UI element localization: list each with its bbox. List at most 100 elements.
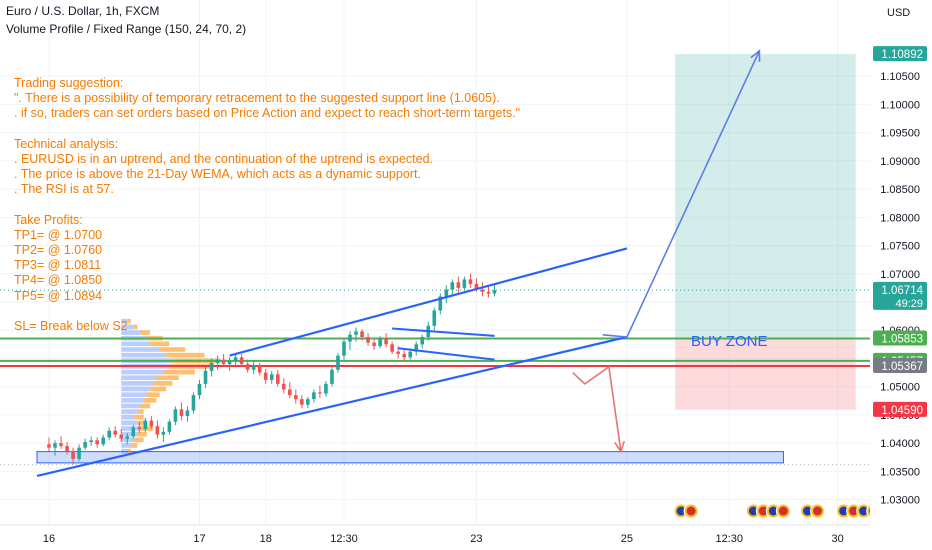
price-label-box — [873, 401, 927, 417]
candle-body — [65, 445, 69, 452]
countdown-label: 49:29 — [895, 298, 923, 310]
chart-title[interactable]: Euro / U.S. Dollar, 1h, FXCM — [6, 4, 160, 18]
volume-bar-up — [121, 397, 144, 403]
candle-body — [281, 383, 286, 390]
candle-body — [462, 279, 467, 288]
candle-body — [251, 365, 256, 370]
volume-bar-down — [127, 318, 131, 324]
candle-body — [227, 361, 232, 365]
y-tick-label: 1.10000 — [880, 99, 920, 111]
candle-body — [83, 442, 87, 448]
candle-body — [107, 430, 111, 438]
y-tick-label: 1.08500 — [880, 184, 920, 196]
volume-bar-up — [121, 431, 138, 437]
x-tick-label: 25 — [621, 533, 633, 545]
candle-body — [113, 430, 118, 435]
price-label-box — [873, 281, 927, 310]
candle-body — [300, 399, 304, 405]
candle-body — [143, 420, 148, 430]
profit-zone — [675, 54, 856, 339]
candle-body — [420, 337, 425, 345]
candle-body — [221, 359, 226, 365]
candle-body — [263, 372, 268, 380]
event-flag-icon — [813, 506, 823, 516]
note-line: SL= Break below S2 — [14, 319, 128, 333]
volume-bar-up — [121, 347, 160, 352]
volume-bar-up — [121, 420, 138, 426]
candle-body — [330, 369, 334, 384]
note-line: Technical analysis: — [14, 136, 119, 151]
currency-label: USD — [887, 7, 911, 19]
candle-body — [294, 395, 298, 400]
event-flag-icon — [676, 506, 686, 516]
x-tick-label: 17 — [193, 533, 205, 545]
y-tick-label: 1.10500 — [880, 71, 920, 83]
price-label-box — [873, 357, 927, 373]
x-tick-label: 30 — [831, 533, 843, 545]
volume-bar-down — [143, 397, 157, 403]
candle-body — [312, 392, 316, 400]
event-flag-icon — [849, 506, 859, 516]
volume-bar-down — [127, 448, 131, 454]
candle-body — [492, 290, 497, 294]
candle-body — [275, 374, 280, 384]
candle-body — [336, 355, 340, 370]
candle-body — [137, 427, 142, 430]
volume-bar-down — [156, 375, 179, 381]
candle-body — [245, 364, 250, 370]
y-tick-label: 1.09500 — [880, 128, 920, 140]
candle-body — [269, 374, 274, 380]
note-line: TP4= @ 1.0850 — [14, 273, 103, 288]
event-flag-icon — [803, 506, 813, 516]
indicator-title[interactable]: Volume Profile / Fixed Range (150, 24, 7… — [6, 22, 247, 36]
note-line: Take Profits: — [14, 212, 83, 227]
note-line: . The RSI is at 57. — [14, 182, 114, 197]
event-flag-icon — [859, 506, 869, 516]
candle-body — [101, 437, 105, 445]
volume-bar-down — [153, 381, 173, 386]
note-line: TP5= @ 1.0894 — [14, 288, 103, 303]
note-line — [14, 304, 520, 319]
volume-bar-down — [134, 437, 144, 443]
event-flag-icon — [748, 506, 758, 516]
candle-body — [149, 420, 154, 427]
x-tick-label: 12:30 — [715, 533, 743, 545]
volume-bar-up — [121, 386, 151, 392]
x-tick-label: 16 — [43, 533, 55, 545]
candle-body — [378, 338, 382, 347]
candle-body — [203, 370, 208, 384]
volume-bar-up — [121, 381, 154, 386]
note-line: Trading suggestion: — [14, 76, 124, 90]
y-tick-label: 1.09000 — [880, 156, 920, 168]
volume-bar-down — [159, 347, 186, 352]
candle-body — [396, 351, 400, 354]
volume-bar-down — [140, 403, 151, 409]
event-flag-icon — [778, 506, 788, 516]
candle-body — [342, 341, 346, 356]
event-flag-icon — [768, 506, 778, 516]
channel-upper-line — [229, 247, 628, 357]
y-tick-label: 1.07500 — [880, 241, 920, 253]
candle-body — [125, 436, 130, 439]
event-flag-icon — [758, 506, 768, 516]
volume-bar-up — [121, 403, 141, 409]
price-label: 1.05853 — [881, 334, 923, 346]
volume-bar-up — [121, 448, 128, 454]
candle-body — [209, 362, 214, 371]
volume-bar-down — [134, 414, 144, 420]
price-label-box — [873, 46, 927, 62]
volume-bar-down — [137, 409, 144, 414]
candle-body — [384, 338, 388, 345]
volume-bar-down — [140, 330, 151, 335]
candle-body — [161, 431, 166, 435]
y-tick-label: 1.08000 — [880, 212, 920, 224]
candle-body — [372, 342, 376, 347]
candle-body — [366, 337, 370, 343]
candle-body — [474, 283, 479, 290]
volume-bar-down — [166, 352, 205, 358]
candle-body — [155, 426, 160, 435]
note-line: TP2= @ 1.0760 — [14, 243, 103, 258]
candle-body — [89, 440, 93, 443]
volume-bar-down — [162, 369, 195, 375]
